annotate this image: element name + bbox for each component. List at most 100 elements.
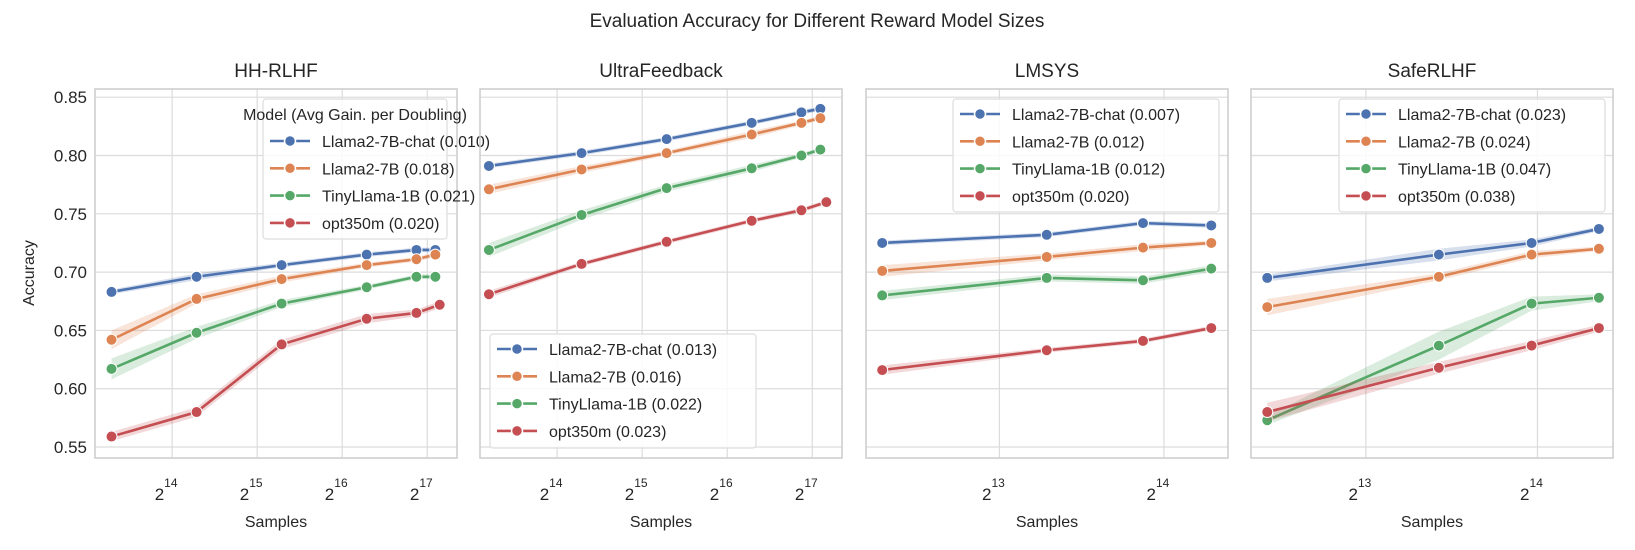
series-llama2-7b (105, 248, 442, 350)
x-axis-label: Samples (1401, 514, 1463, 531)
confidence-band (111, 274, 436, 380)
legend-box (262, 98, 448, 240)
x-tick-exponent: 13 (991, 476, 1005, 490)
data-point (876, 264, 889, 277)
confidence-band (111, 247, 436, 295)
data-point (1261, 271, 1274, 284)
data-point (482, 243, 495, 256)
x-tick-label: 213 (1348, 476, 1371, 504)
data-point (1136, 217, 1149, 230)
panel-title: SafeRLHF (1388, 61, 1477, 82)
data-point (1040, 271, 1053, 284)
data-point (275, 259, 288, 272)
data-point (745, 128, 758, 141)
legend-item: Llama2-7B (0.016) (497, 369, 682, 386)
y-tick-label: 0.60 (54, 380, 87, 399)
x-tick-exponent: 15 (249, 476, 263, 490)
legend-marker-icon (1359, 162, 1373, 175)
data-point (190, 292, 203, 305)
legend-label: Llama2-7B (0.012) (1012, 134, 1145, 151)
y-tick-label: 0.85 (54, 88, 87, 107)
legend-marker-icon (283, 216, 297, 230)
data-point (1592, 291, 1605, 304)
x-tick-label: 213 (982, 476, 1005, 504)
x-tick-exponent: 16 (719, 476, 733, 490)
series-tinyllama-1b (105, 270, 442, 380)
data-point (1432, 270, 1445, 283)
data-point (1040, 344, 1053, 357)
data-point (795, 149, 808, 162)
legend-title: Model (Avg Gain. per Doubling) (243, 107, 467, 124)
legend-marker-icon (510, 397, 524, 410)
data-point (1525, 236, 1538, 249)
panel-title: LMSYS (1015, 61, 1079, 82)
data-point (1525, 297, 1538, 310)
data-point (575, 257, 588, 270)
legend-marker-icon (973, 107, 987, 121)
data-point (410, 306, 423, 319)
legend-item: TinyLlama-1B (0.021) (270, 189, 475, 206)
legend-item: TinyLlama-1B (0.022) (497, 397, 702, 414)
x-axis-label: Samples (1016, 514, 1078, 531)
x-tick-exponent: 17 (804, 476, 818, 490)
data-point (1592, 222, 1605, 235)
series-llama2-7b (482, 112, 827, 196)
x-tick-label: 215 (240, 476, 263, 504)
legend-label: opt350m (0.020) (1012, 189, 1129, 206)
x-axis-label: Samples (630, 514, 692, 531)
legend-item: Llama2-7B-chat (0.010) (270, 134, 490, 151)
axes-frame (1250, 88, 1614, 459)
data-point (660, 182, 673, 195)
data-point (275, 338, 288, 351)
series-line (882, 221, 1212, 245)
legend-item: TinyLlama-1B (0.047) (1346, 162, 1551, 179)
x-tick-label: 214 (540, 476, 563, 504)
legend-label: TinyLlama-1B (0.022) (549, 397, 702, 414)
axes-frame (479, 88, 843, 459)
series-llama2-7b (876, 236, 1218, 277)
x-tick-label: 217 (795, 476, 818, 504)
series-llama2-7b-chat (876, 217, 1218, 249)
confidence-band (1267, 294, 1599, 425)
data-point (433, 298, 446, 311)
data-point (795, 204, 808, 217)
x-tick-base: 2 (982, 485, 991, 504)
legend-item: Llama2-7B-chat (0.007) (960, 107, 1180, 124)
data-point (360, 312, 373, 325)
series-opt350m (1261, 322, 1605, 422)
x-tick-base: 2 (240, 485, 249, 504)
legend: Llama2-7B-chat (0.013) Llama2-7B (0.016) T… (489, 333, 757, 449)
series-llama2-7b-chat (482, 102, 827, 172)
x-tick-label: 214 (1520, 476, 1543, 504)
legend-item: opt350m (0.020) (270, 216, 439, 233)
data-point (745, 116, 758, 129)
x-tick-base: 2 (1520, 485, 1529, 504)
data-point (275, 273, 288, 286)
series-line (882, 326, 1212, 372)
legend-label: Llama2-7B-chat (0.007) (1012, 107, 1180, 124)
x-tick-base: 2 (710, 485, 719, 504)
data-point (105, 430, 118, 443)
legend-marker-icon (973, 189, 987, 203)
data-point (105, 362, 118, 375)
data-point (660, 235, 673, 248)
legend-marker-icon (283, 189, 297, 202)
data-point (410, 270, 423, 283)
y-tick-label: 0.75 (54, 205, 87, 224)
legend-item: opt350m (0.023) (497, 424, 666, 441)
data-point (820, 196, 833, 209)
legend-label: Llama2-7B (0.018) (322, 161, 455, 178)
data-point (795, 106, 808, 119)
x-tick-base: 2 (625, 485, 634, 504)
data-point (1136, 274, 1149, 287)
legend: Llama2-7B-chat (0.007) Llama2-7B (0.012) T… (952, 98, 1220, 213)
data-point (1261, 301, 1274, 314)
series-line (111, 303, 441, 438)
figure-title: Evaluation Accuracy for Different Reward… (590, 11, 1045, 32)
x-tick-exponent: 17 (419, 476, 433, 490)
series-line (882, 241, 1212, 273)
data-point (1205, 322, 1218, 335)
legend-marker-icon (510, 370, 524, 383)
